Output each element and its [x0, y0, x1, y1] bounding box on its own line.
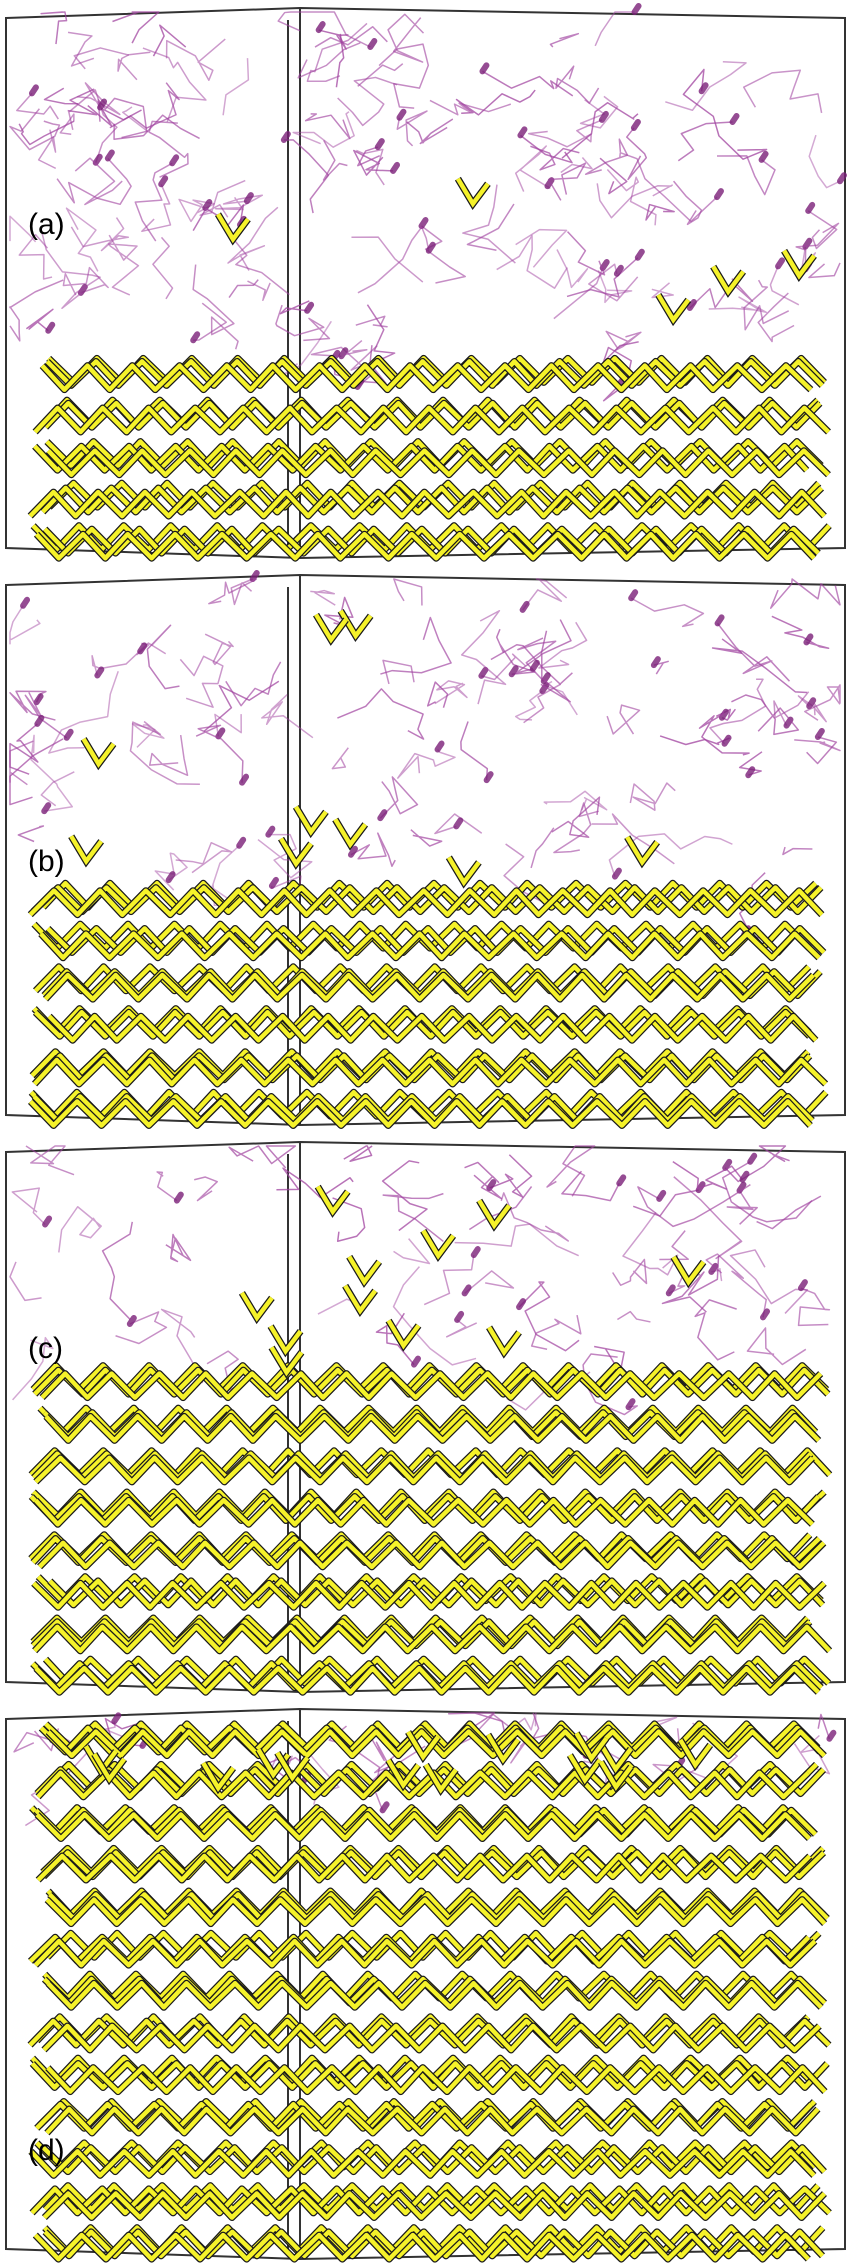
panel-d: (d): [0, 1701, 851, 2268]
panel-a-render: [5, 3, 847, 562]
panel-c-render: [5, 1140, 846, 1696]
melt-chains: [9, 570, 841, 940]
panel-b-label: (b): [28, 845, 65, 878]
panel-d-label: (d): [28, 2134, 65, 2167]
panel-d-render: [5, 1707, 846, 2263]
melt-chains: [9, 3, 847, 402]
panel-c-label: (c): [28, 1332, 63, 1365]
panel-b: (b): [0, 567, 851, 1134]
crystal-chains: [28, 1184, 833, 1696]
crystal-chains: [27, 1720, 832, 2263]
panel-a: (a): [0, 0, 851, 567]
crystal-chains: [27, 176, 832, 562]
panel-c: (c): [0, 1134, 851, 1701]
panel-a-label: (a): [28, 208, 65, 241]
crystal-chains: [27, 608, 829, 1129]
box-frame: [5, 573, 846, 1127]
panel-b-render: [5, 570, 846, 1129]
